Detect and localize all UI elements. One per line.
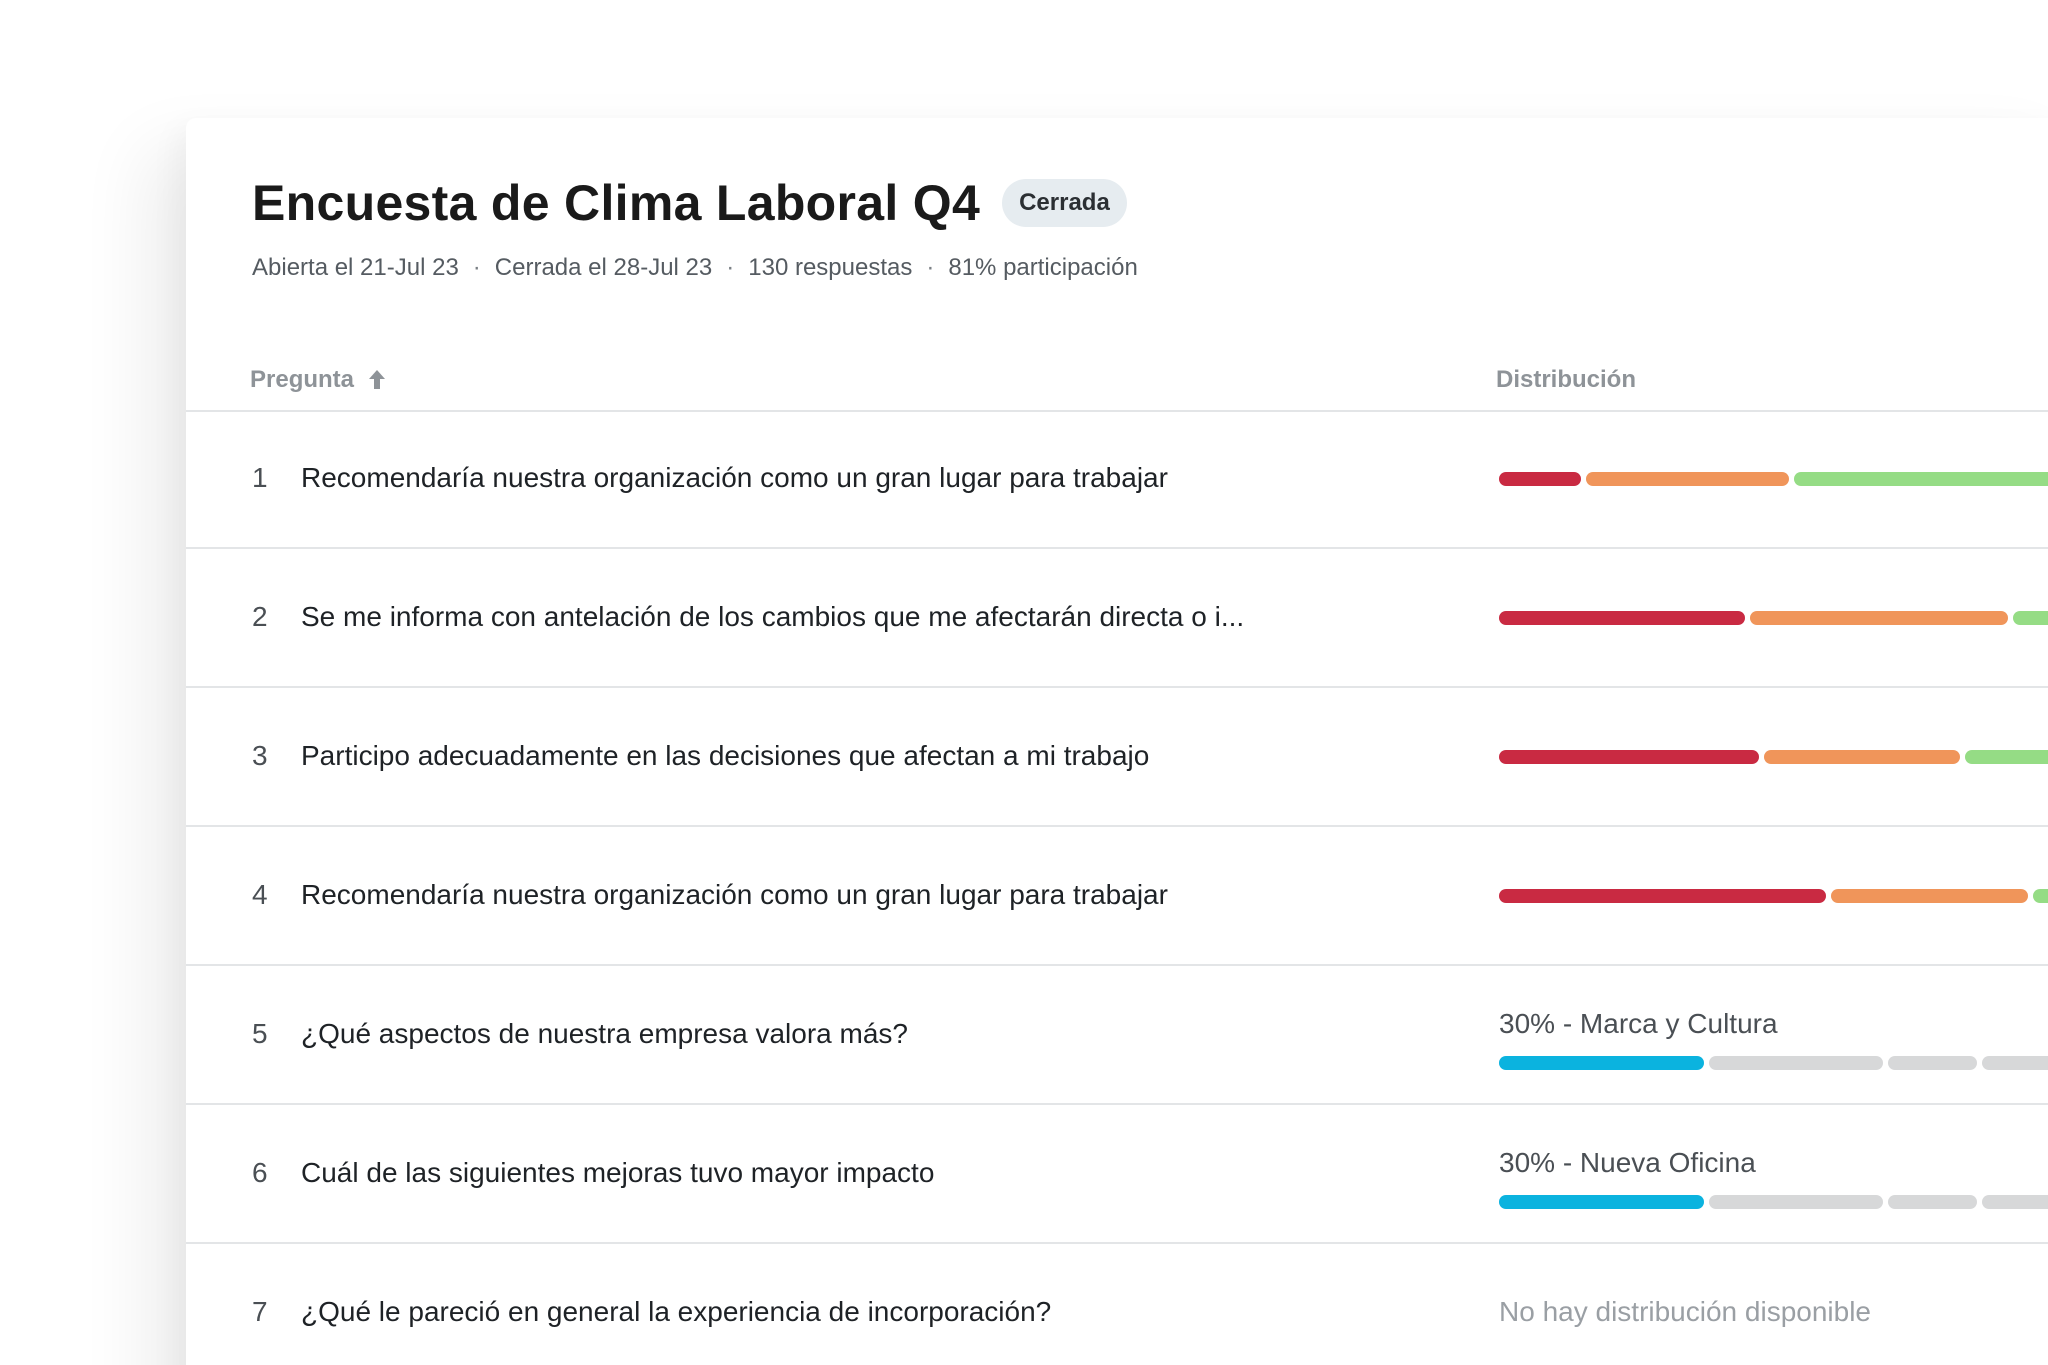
top-choice-label: 30% - Marca y Cultura xyxy=(1499,1008,1778,1039)
distribution-cell xyxy=(1499,688,2048,825)
column-header-question-label: Pregunta xyxy=(250,366,355,393)
question-text[interactable]: ¿Qué aspectos de nuestra empresa valora … xyxy=(301,1018,908,1049)
distribution-cell: 30% - Marca y Cultura xyxy=(1499,966,2048,1103)
opened-date: Abierta el 21-Jul 23 xyxy=(252,254,459,281)
table-row[interactable]: 6 Cuál de las siguientes mejoras tuvo ma… xyxy=(186,1105,2048,1244)
negative-segment xyxy=(1499,611,1745,625)
question-text[interactable]: Recomendaría nuestra organización como u… xyxy=(301,462,1168,493)
page-title: Encuesta de Clima Laboral Q4 xyxy=(252,175,981,231)
question-number: 3 xyxy=(252,740,268,771)
distribution-cell: No hay distribución disponible xyxy=(1499,1244,2048,1365)
positive-segment xyxy=(2013,611,2048,625)
negative-segment xyxy=(1499,750,1759,764)
meta-separator: · xyxy=(726,254,735,281)
table-row[interactable]: 3 Participo adecuadamente en las decisio… xyxy=(186,688,2048,827)
question-text[interactable]: ¿Qué le pareció en general la experienci… xyxy=(301,1296,1052,1327)
question-text[interactable]: Participo adecuadamente en las decisione… xyxy=(301,740,1150,771)
participation-rate: 81% participación xyxy=(948,254,1138,281)
table-row[interactable]: 5 ¿Qué aspectos de nuestra empresa valor… xyxy=(186,966,2048,1105)
column-header-question[interactable]: Pregunta xyxy=(250,366,386,394)
table-row[interactable]: 2 Se me informa con antelación de los ca… xyxy=(186,549,2048,688)
choice-distribution-bar xyxy=(1499,1056,2048,1070)
no-distribution-message: No hay distribución disponible xyxy=(1499,1296,1871,1327)
survey-results-panel: Encuesta de Clima Laboral Q4 Cerrada Abi… xyxy=(186,118,2048,1365)
meta-separator: · xyxy=(472,254,481,281)
neutral-segment xyxy=(1586,472,1789,486)
question-number: 4 xyxy=(252,879,268,910)
question-list: 1 Recomendaría nuestra organización como… xyxy=(186,410,2048,1365)
choice-segment xyxy=(1888,1056,1977,1070)
negative-segment xyxy=(1499,889,1826,903)
question-number: 5 xyxy=(252,1018,268,1049)
column-header-distribution: Distribución xyxy=(1496,366,1637,393)
choice-segment xyxy=(1709,1195,1883,1209)
distribution-cell xyxy=(1499,549,2048,686)
positive-segment xyxy=(1794,472,2048,486)
neutral-segment xyxy=(1750,611,2008,625)
top-choice-segment xyxy=(1499,1195,1704,1209)
choice-segment xyxy=(1709,1056,1883,1070)
choice-segment xyxy=(1888,1195,1977,1209)
positive-segment xyxy=(1965,750,2048,764)
status-badge: Cerrada xyxy=(1002,179,1127,227)
distribution-bar xyxy=(1499,611,2048,625)
table-row[interactable]: 7 ¿Qué le pareció en general la experien… xyxy=(186,1244,2048,1365)
neutral-segment xyxy=(1831,889,2028,903)
sort-arrow-up-icon[interactable] xyxy=(368,370,386,390)
neutral-segment xyxy=(1764,750,1960,764)
title-row: Encuesta de Clima Laboral Q4 Cerrada xyxy=(252,170,2048,236)
survey-header: Encuesta de Clima Laboral Q4 Cerrada Abi… xyxy=(252,170,2048,282)
choice-segment xyxy=(1982,1195,2048,1209)
question-text[interactable]: Se me informa con antelación de los camb… xyxy=(301,601,1245,632)
closed-date: Cerrada el 28-Jul 23 xyxy=(494,254,713,281)
choice-segment xyxy=(1982,1056,2048,1070)
top-choice-label: 30% - Nueva Oficina xyxy=(1499,1147,1756,1178)
question-number: 1 xyxy=(252,462,268,493)
negative-segment xyxy=(1499,472,1581,486)
question-number: 2 xyxy=(252,601,268,632)
distribution-cell xyxy=(1499,827,2048,964)
distribution-bar xyxy=(1499,472,2048,486)
survey-meta: Abierta el 21-Jul 23 · Cerrada el 28-Jul… xyxy=(252,254,2048,282)
response-count: 130 respuestas xyxy=(748,254,913,281)
meta-separator: · xyxy=(926,254,935,281)
top-choice-segment xyxy=(1499,1056,1704,1070)
table-row[interactable]: 4 Recomendaría nuestra organización como… xyxy=(186,827,2048,966)
question-text[interactable]: Cuál de las siguientes mejoras tuvo mayo… xyxy=(301,1157,935,1188)
distribution-cell: 30% - Nueva Oficina xyxy=(1499,1105,2048,1242)
table-header: Pregunta Distribución xyxy=(186,346,2048,412)
distribution-cell xyxy=(1499,410,2048,547)
question-number: 6 xyxy=(252,1157,268,1188)
positive-segment xyxy=(2033,889,2048,903)
table-row[interactable]: 1 Recomendaría nuestra organización como… xyxy=(186,410,2048,549)
question-number: 7 xyxy=(252,1296,268,1327)
distribution-bar xyxy=(1499,889,2048,903)
question-text[interactable]: Recomendaría nuestra organización como u… xyxy=(301,879,1168,910)
distribution-bar xyxy=(1499,750,2048,764)
choice-distribution-bar xyxy=(1499,1195,2048,1209)
